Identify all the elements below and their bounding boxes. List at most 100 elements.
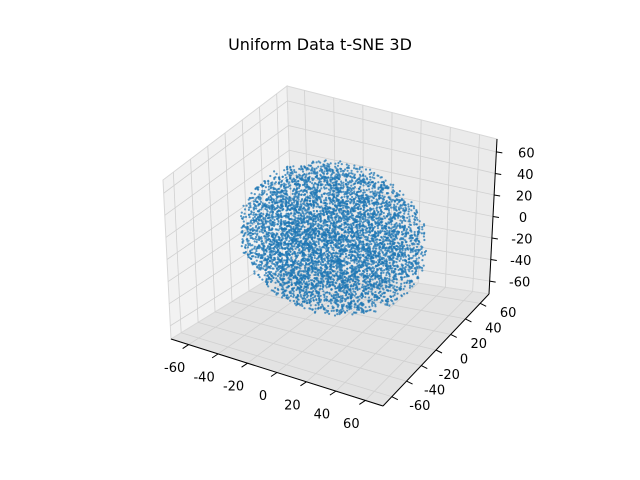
- scatter-point: [365, 252, 368, 255]
- scatter-point: [347, 200, 350, 203]
- scatter-point: [342, 190, 345, 193]
- scatter-point: [292, 227, 295, 230]
- scatter-point: [409, 240, 412, 243]
- scatter-point: [297, 193, 300, 196]
- scatter-point: [283, 182, 286, 185]
- scatter-point: [281, 288, 284, 291]
- scatter-point: [365, 227, 369, 230]
- scatter-point: [347, 301, 350, 304]
- scatter-point: [368, 266, 371, 269]
- scatter-point: [327, 163, 331, 166]
- scatter-point: [390, 223, 393, 226]
- scatter-point: [379, 262, 382, 266]
- scatter-point: [358, 266, 361, 269]
- scatter-point: [423, 238, 426, 242]
- scatter-point: [329, 232, 332, 235]
- scatter-point: [335, 309, 338, 312]
- scatter-point: [404, 269, 407, 272]
- scatter-point: [420, 232, 423, 235]
- scatter-point: [250, 251, 253, 254]
- scatter-point: [322, 279, 325, 282]
- scatter-point: [369, 168, 372, 171]
- scatter-point: [354, 280, 357, 283]
- scatter-point: [408, 260, 411, 263]
- scatter-point: [339, 184, 342, 187]
- scatter-point: [396, 292, 399, 295]
- scatter-point: [372, 201, 375, 204]
- scatter-point: [321, 303, 324, 306]
- scatter-point: [350, 184, 353, 187]
- scatter-point: [287, 200, 291, 203]
- scatter-point: [275, 207, 278, 210]
- scatter-point: [326, 224, 329, 227]
- scatter-point: [292, 226, 295, 229]
- scatter-point: [243, 208, 247, 211]
- scatter-point: [416, 248, 420, 251]
- scatter-point: [374, 277, 377, 280]
- scatter-point: [306, 216, 309, 219]
- scatter-point: [269, 223, 272, 226]
- scatter-point: [324, 184, 327, 187]
- scatter-point: [383, 291, 386, 294]
- scatter-point: [362, 189, 365, 192]
- scatter-point: [274, 281, 277, 284]
- scatter-point: [378, 261, 381, 264]
- scatter-point: [358, 295, 362, 298]
- scatter-point: [313, 182, 316, 185]
- scatter-point: [261, 228, 264, 231]
- scatter-point: [322, 263, 325, 266]
- scatter-point: [408, 270, 411, 273]
- scatter-point: [404, 247, 407, 250]
- scatter-point: [258, 238, 261, 242]
- scatter-point: [339, 298, 342, 302]
- scatter-point: [391, 238, 394, 241]
- scatter-point: [376, 191, 379, 194]
- scatter-point: [309, 164, 312, 167]
- scatter-point: [386, 302, 389, 305]
- scatter-point: [312, 290, 315, 293]
- scatter-point: [275, 246, 278, 249]
- scatter-point: [295, 181, 298, 184]
- scatter-point: [380, 243, 383, 246]
- scatter-point: [410, 201, 413, 204]
- scatter-point: [325, 196, 328, 199]
- scatter-point: [264, 217, 267, 220]
- scatter-point: [334, 215, 337, 218]
- scatter-point: [385, 251, 388, 254]
- scatter-point: [309, 199, 312, 202]
- scatter-point: [349, 193, 352, 196]
- scatter-point: [262, 216, 265, 220]
- scatter-point: [319, 298, 323, 301]
- scatter-point: [300, 281, 303, 284]
- scatter-point: [399, 207, 403, 210]
- scatter-point: [256, 228, 259, 231]
- scatter-point: [303, 307, 306, 310]
- scatter-point: [340, 163, 343, 166]
- scatter-point: [340, 219, 343, 222]
- scatter-point: [249, 224, 252, 227]
- scatter-point: [408, 215, 411, 218]
- scatter-point: [372, 173, 375, 176]
- scatter-point: [274, 181, 277, 184]
- scatter-point: [260, 208, 263, 211]
- scatter-point: [255, 259, 258, 262]
- scatter-point: [331, 218, 334, 222]
- scatter-point: [246, 233, 249, 236]
- scatter-point: [285, 214, 288, 217]
- scatter-point: [388, 273, 391, 276]
- scatter-point: [271, 260, 274, 263]
- scatter-point: [373, 177, 376, 180]
- scatter-point: [375, 238, 378, 241]
- scatter-point: [252, 206, 255, 209]
- y-gridline-floor: [214, 311, 422, 366]
- scatter-point: [377, 174, 380, 177]
- scatter-point: [313, 256, 316, 259]
- scatter-point: [274, 286, 277, 289]
- scatter-point: [366, 259, 370, 262]
- scatter-point: [261, 278, 264, 281]
- scatter-point: [414, 239, 417, 242]
- scatter-point: [269, 246, 272, 249]
- scatter-point: [353, 200, 356, 203]
- scatter-point: [398, 259, 401, 262]
- scatter-point: [360, 170, 363, 173]
